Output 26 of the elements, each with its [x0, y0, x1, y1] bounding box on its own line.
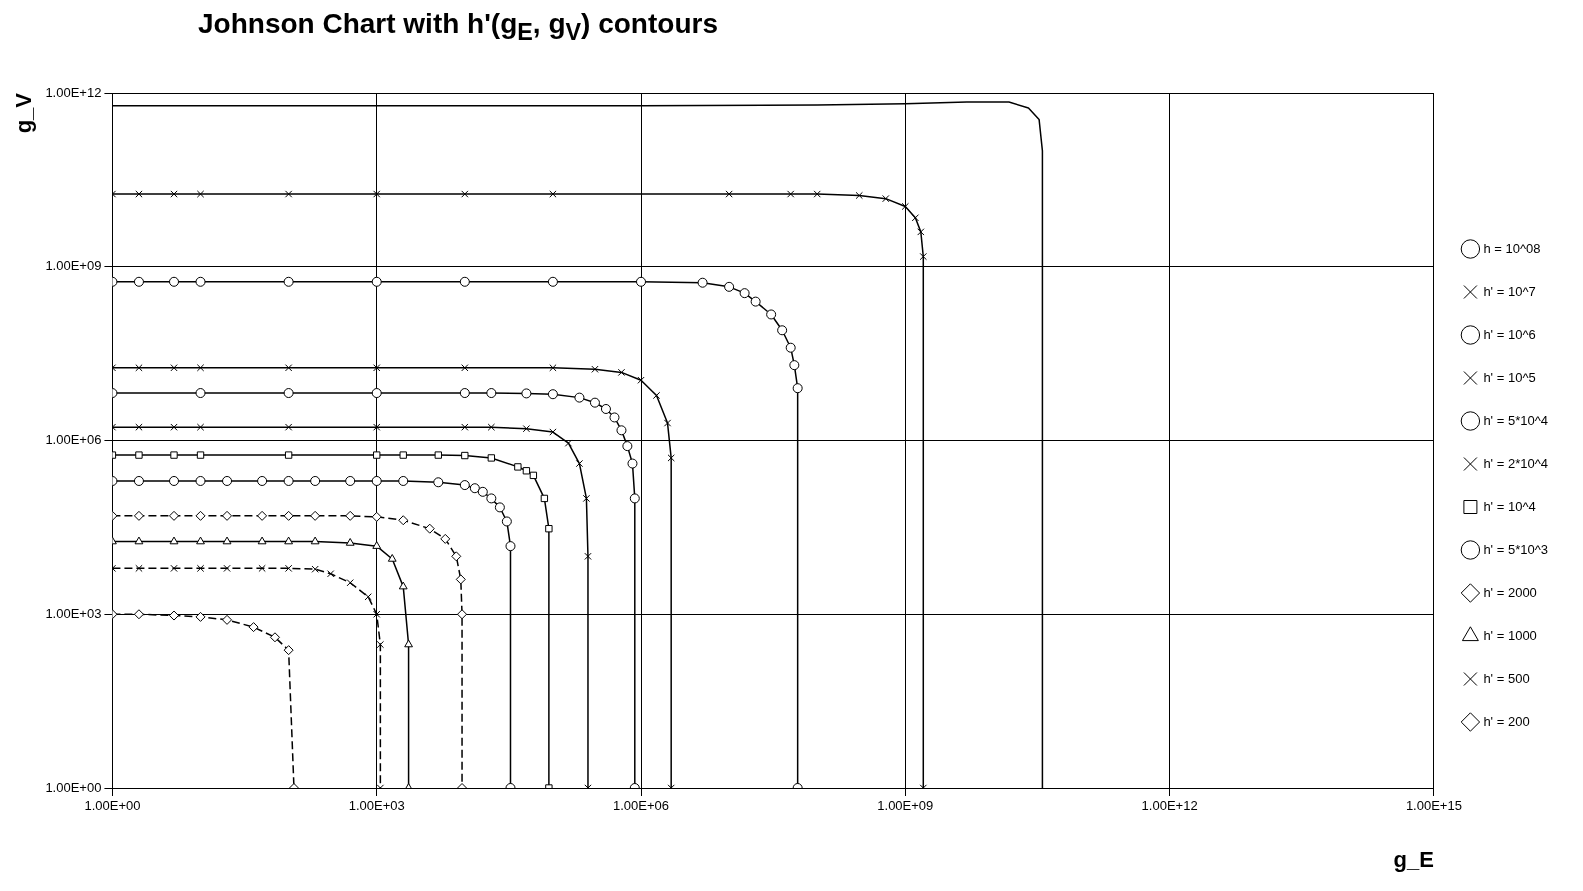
legend-label: h' = 10^4 [1483, 498, 1536, 514]
legend-label: h' = 2000 [1483, 584, 1537, 600]
legend-label: h' = 200 [1483, 713, 1530, 729]
x-tick-label: 1.00E+00 [84, 798, 141, 814]
x-tick-label: 1.00E+09 [877, 798, 934, 814]
x-tick-label: 1.00E+06 [613, 798, 670, 814]
legend-label: h' = 10^5 [1483, 369, 1536, 385]
y-tick-label: 1.00E+06 [45, 432, 102, 448]
x-tick-label: 1.00E+03 [348, 798, 405, 814]
y-axis-title: g_V [11, 92, 37, 134]
x-axis-title: g_E [1393, 846, 1434, 872]
legend-label: h' = 5*10^3 [1483, 541, 1548, 557]
y-tick-label: 1.00E+12 [45, 84, 102, 100]
y-tick-label: 1.00E+00 [45, 779, 102, 795]
legend-label: h' = 2*10^4 [1483, 455, 1548, 471]
legend-label: h' = 5*10^4 [1483, 412, 1548, 428]
x-tick-label: 1.00E+12 [1141, 798, 1198, 814]
y-tick-label: 1.00E+09 [45, 258, 102, 274]
legend-label: h' = 1000 [1483, 627, 1537, 643]
legend-label: h = 10^08 [1483, 240, 1541, 256]
y-tick-label: 1.00E+03 [45, 605, 102, 621]
legend-label: h' = 10^6 [1483, 326, 1536, 342]
x-tick-label: 1.00E+15 [1405, 798, 1462, 814]
legend-label: h' = 10^7 [1483, 283, 1536, 299]
legend-label: h' = 500 [1483, 670, 1530, 686]
chart-title: Johnson Chart with h'(g$_{E}$, g$_{V}$) contours [198, 8, 719, 47]
